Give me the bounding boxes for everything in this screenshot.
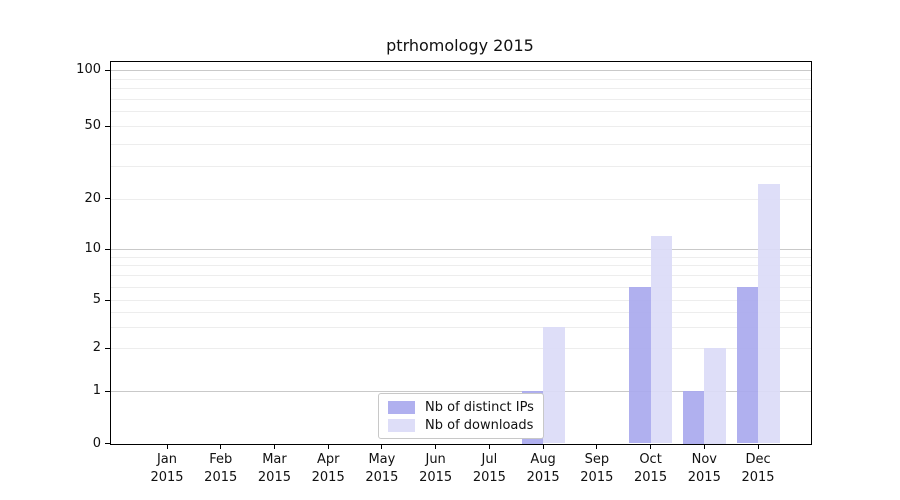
x-tick-mark-nov — [703, 444, 705, 449]
y-tick-label-20: 20 — [84, 190, 101, 206]
x-tick-mark-jun — [435, 444, 437, 449]
x-tick-label-dec: Dec 2015 — [741, 452, 775, 486]
legend-swatch-distinct-ips — [388, 400, 415, 414]
bar-distinct-ips-dec — [736, 286, 759, 444]
major-gridline-10 — [111, 249, 811, 250]
bar-downloads-oct — [650, 235, 673, 444]
x-tick-label-may: May 2015 — [365, 452, 399, 486]
bar-downloads-nov — [704, 348, 726, 444]
y-tick-mark-1 — [105, 390, 110, 392]
x-tick-label-nov: Nov 2015 — [687, 452, 721, 486]
x-tick-mark-may — [381, 444, 383, 449]
x-tick-label-jun: Jun 2015 — [419, 452, 453, 486]
minor-gridline-7 — [111, 275, 811, 277]
y-tick-mark-50 — [105, 125, 110, 127]
minor-gridline-80 — [111, 88, 811, 90]
minor-gridline-5 — [111, 300, 811, 301]
y-tick-mark-2 — [105, 347, 110, 349]
minor-gridline-2 — [111, 348, 811, 349]
x-tick-mark-apr — [327, 444, 329, 449]
x-tick-label-aug: Aug 2015 — [526, 452, 560, 486]
major-gridline-1 — [111, 391, 811, 392]
x-tick-label-oct: Oct 2015 — [634, 452, 668, 486]
x-tick-mark-dec — [757, 444, 759, 449]
legend-swatch-downloads — [388, 418, 415, 432]
minor-gridline-90 — [111, 78, 811, 80]
legend-item-downloads: Nb of downloads — [388, 418, 543, 433]
y-tick-label-100: 100 — [76, 62, 101, 77]
minor-gridline-6 — [111, 286, 811, 288]
y-tick-mark-0 — [105, 443, 110, 444]
minor-gridline-20 — [111, 198, 811, 200]
minor-gridline-60 — [111, 111, 811, 113]
major-gridline-100 — [111, 70, 811, 71]
x-tick-mark-aug — [542, 444, 544, 449]
x-tick-mark-mar — [273, 444, 275, 449]
y-tick-label-2: 2 — [92, 340, 101, 355]
x-tick-label-apr: Apr 2015 — [311, 452, 345, 486]
y-tick-mark-20 — [105, 198, 110, 199]
minor-gridline-50 — [111, 126, 811, 127]
x-tick-label-jan: Jan 2015 — [150, 452, 184, 486]
bar-downloads-aug — [543, 326, 565, 444]
x-tick-mark-sep — [596, 444, 598, 449]
x-tick-label-mar: Mar 2015 — [257, 452, 291, 486]
y-tick-label-10: 10 — [84, 241, 101, 256]
chart-title: ptrhomology 2015 — [386, 36, 534, 55]
minor-gridline-30 — [111, 166, 811, 168]
y-tick-label-1: 1 — [92, 383, 101, 398]
y-tick-mark-5 — [105, 299, 110, 301]
legend-label-downloads: Nb of downloads — [425, 417, 534, 433]
x-tick-mark-jul — [488, 444, 490, 449]
legend: Nb of distinct IPs Nb of downloads — [378, 393, 544, 439]
y-tick-label-50: 50 — [84, 118, 101, 133]
y-tick-label-5: 5 — [92, 292, 101, 307]
y-tick-mark-100 — [105, 69, 110, 71]
plot-area: 0 1 2 5 10 20 50 100 Jan 2015 Feb 2015 Mar 2015 Apr… — [76, 61, 812, 485]
x-tick-label-feb: Feb 2015 — [204, 452, 238, 486]
bar-downloads-dec — [758, 184, 780, 444]
x-tick-mark-oct — [650, 444, 652, 449]
legend-item-distinct-ips: Nb of distinct IPs — [388, 400, 543, 415]
minor-gridline-3 — [111, 326, 811, 328]
minor-gridline-40 — [111, 143, 811, 145]
minor-gridline-4 — [111, 311, 811, 313]
x-tick-mark-feb — [220, 444, 222, 449]
minor-gridline-8 — [111, 265, 811, 267]
minor-gridline-70 — [111, 98, 811, 100]
bar-distinct-ips-nov — [682, 391, 705, 444]
legend-label-distinct-ips: Nb of distinct IPs — [425, 399, 534, 415]
bar-distinct-ips-oct — [629, 286, 651, 444]
y-tick-label-0: 0 — [92, 435, 101, 451]
x-tick-mark-jan — [166, 444, 168, 449]
y-tick-mark-10 — [105, 248, 110, 250]
x-tick-label-sep: Sep 2015 — [580, 452, 614, 486]
x-tick-label-jul: Jul 2015 — [472, 452, 506, 486]
minor-gridline-9 — [111, 256, 811, 258]
